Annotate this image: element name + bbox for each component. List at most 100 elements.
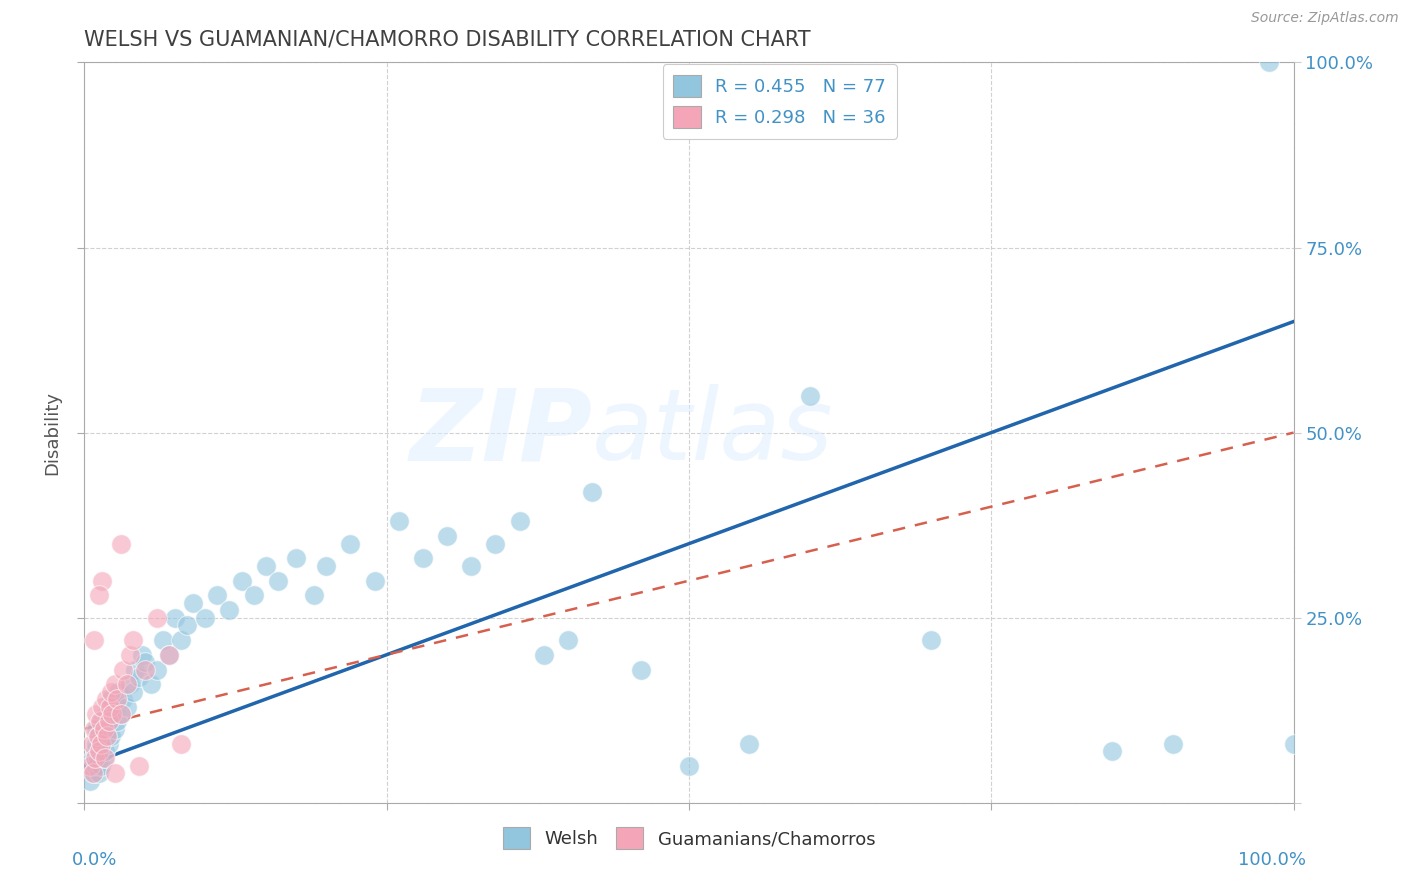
Point bbox=[112, 663, 135, 677]
Point bbox=[87, 589, 110, 603]
Point bbox=[98, 714, 121, 729]
Point bbox=[412, 551, 434, 566]
Text: 100.0%: 100.0% bbox=[1237, 851, 1306, 869]
Point bbox=[146, 610, 169, 624]
Point bbox=[146, 663, 169, 677]
Point bbox=[104, 677, 127, 691]
Point bbox=[100, 729, 122, 743]
Point bbox=[128, 758, 150, 772]
Point bbox=[339, 536, 361, 550]
Point bbox=[120, 677, 142, 691]
Point bbox=[242, 589, 264, 603]
Point bbox=[89, 744, 111, 758]
Point bbox=[121, 632, 143, 647]
Point bbox=[509, 515, 531, 529]
Point bbox=[484, 536, 506, 550]
Point bbox=[302, 589, 325, 603]
Point bbox=[87, 729, 110, 743]
Point bbox=[86, 706, 108, 721]
Point bbox=[82, 766, 104, 780]
Point bbox=[93, 722, 115, 736]
Text: Source: ZipAtlas.com: Source: ZipAtlas.com bbox=[1251, 11, 1399, 25]
Point bbox=[581, 484, 603, 499]
Point bbox=[91, 699, 114, 714]
Point bbox=[91, 714, 114, 729]
Point bbox=[920, 632, 942, 647]
Point bbox=[91, 574, 114, 588]
Point bbox=[388, 515, 411, 529]
Point bbox=[105, 714, 128, 729]
Point bbox=[107, 685, 129, 699]
Point bbox=[110, 706, 132, 721]
Point bbox=[97, 714, 120, 729]
Point bbox=[1258, 55, 1281, 70]
Point bbox=[105, 692, 128, 706]
Text: atlas: atlas bbox=[592, 384, 834, 481]
Point bbox=[157, 648, 180, 662]
Point bbox=[84, 751, 107, 765]
Point bbox=[131, 648, 153, 662]
Point bbox=[90, 737, 112, 751]
Point bbox=[218, 603, 240, 617]
Point bbox=[97, 737, 120, 751]
Legend: Welsh, Guamanians/Chamorros: Welsh, Guamanians/Chamorros bbox=[495, 821, 883, 856]
Point bbox=[104, 766, 127, 780]
Point bbox=[86, 758, 108, 772]
Point bbox=[194, 610, 217, 624]
Point bbox=[86, 722, 108, 736]
Point bbox=[87, 766, 110, 780]
Point bbox=[170, 737, 193, 751]
Point bbox=[89, 714, 111, 729]
Point bbox=[104, 722, 127, 736]
Point bbox=[630, 663, 652, 677]
Point bbox=[79, 773, 101, 788]
Point bbox=[1101, 744, 1123, 758]
Point bbox=[121, 685, 143, 699]
Point bbox=[80, 737, 103, 751]
Point bbox=[86, 751, 108, 765]
Point bbox=[436, 529, 458, 543]
Point bbox=[84, 744, 107, 758]
Point bbox=[83, 722, 105, 736]
Point bbox=[165, 610, 187, 624]
Point bbox=[254, 558, 277, 573]
Point bbox=[82, 751, 104, 765]
Point bbox=[170, 632, 193, 647]
Point bbox=[460, 558, 482, 573]
Point bbox=[533, 648, 555, 662]
Point bbox=[96, 729, 118, 743]
Y-axis label: Disability: Disability bbox=[44, 391, 62, 475]
Point bbox=[87, 744, 110, 758]
Point bbox=[96, 722, 118, 736]
Point bbox=[94, 751, 117, 765]
Point bbox=[83, 766, 105, 780]
Point bbox=[86, 737, 108, 751]
Point bbox=[91, 737, 114, 751]
Point bbox=[231, 574, 253, 588]
Point bbox=[80, 758, 103, 772]
Point bbox=[100, 692, 122, 706]
Point bbox=[97, 699, 120, 714]
Point bbox=[115, 677, 138, 691]
Point bbox=[134, 655, 156, 669]
Point bbox=[157, 648, 180, 662]
Point bbox=[557, 632, 579, 647]
Point bbox=[79, 758, 101, 772]
Point bbox=[86, 729, 108, 743]
Point bbox=[207, 589, 229, 603]
Point bbox=[104, 699, 127, 714]
Point bbox=[110, 706, 132, 721]
Point bbox=[139, 677, 162, 691]
Point bbox=[120, 648, 142, 662]
Point bbox=[93, 751, 115, 765]
Point bbox=[115, 699, 138, 714]
Text: 0.0%: 0.0% bbox=[72, 851, 118, 869]
Point bbox=[134, 663, 156, 677]
Point bbox=[128, 670, 150, 684]
Point bbox=[124, 663, 146, 677]
Point bbox=[94, 692, 117, 706]
Point bbox=[152, 632, 174, 647]
Point bbox=[94, 744, 117, 758]
Point bbox=[83, 632, 105, 647]
Point bbox=[181, 596, 204, 610]
